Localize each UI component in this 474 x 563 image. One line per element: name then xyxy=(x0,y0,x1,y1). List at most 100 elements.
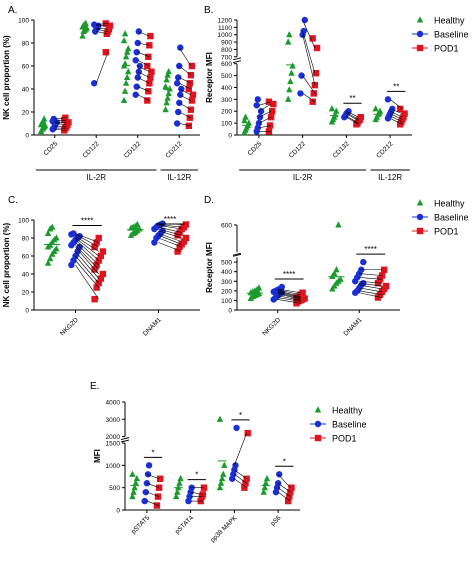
y-tick-label: 0 xyxy=(116,508,120,515)
pod1-point xyxy=(265,98,273,105)
legend-baseline-marker xyxy=(416,30,424,38)
baseline-point xyxy=(175,74,182,81)
pair-line xyxy=(258,101,272,106)
x-tick-label: CD132 xyxy=(332,140,352,160)
y-tick-label: 40 xyxy=(22,272,30,279)
y-tick-label: 100 xyxy=(221,298,232,305)
x-tick-label: CD212 xyxy=(375,140,395,160)
legend-top: Healthy Baseline POD1 xyxy=(412,16,469,54)
pair-line xyxy=(158,225,182,230)
healthy-point xyxy=(130,488,137,495)
pair-line xyxy=(146,491,160,497)
pair-line xyxy=(389,110,403,118)
pod1-point xyxy=(106,22,114,29)
pair-line xyxy=(137,94,150,101)
pair-line xyxy=(54,128,67,131)
healthy-point xyxy=(131,483,138,491)
y-tick-label: 400 xyxy=(221,85,232,92)
pair-line xyxy=(277,491,291,502)
y-tick-label: 300 xyxy=(221,279,232,286)
pair-line xyxy=(359,287,383,293)
legend-pod1-label: POD1 xyxy=(434,227,459,237)
x-tick-label: DNAM1 xyxy=(343,316,364,337)
pair-line xyxy=(54,117,67,120)
pair-line xyxy=(179,77,192,84)
pair-line xyxy=(96,28,108,32)
pod1-point xyxy=(269,108,276,115)
pair-line xyxy=(158,228,182,236)
pair-line xyxy=(277,292,301,299)
healthy-point xyxy=(333,266,340,273)
pair-line xyxy=(96,31,108,35)
pair-line xyxy=(54,125,67,128)
healthy-point xyxy=(44,259,52,266)
pair-line xyxy=(75,239,99,261)
pair-line xyxy=(277,487,291,497)
x-tick-label: CD122 xyxy=(288,140,308,160)
y-tick-label: 500 xyxy=(109,485,120,492)
pair-line xyxy=(389,115,403,123)
baseline-point xyxy=(135,28,142,35)
pod1-point xyxy=(182,221,190,228)
pod1-point xyxy=(188,62,196,70)
y-tick-label: 1200 xyxy=(218,18,233,25)
pod1-point xyxy=(309,35,316,42)
healthy-point xyxy=(163,76,170,83)
baseline-point xyxy=(276,471,283,478)
y-tick-label: 2000 xyxy=(106,434,121,441)
pair-line xyxy=(75,260,99,288)
pair-line xyxy=(390,108,403,114)
legend-healthy-label: Healthy xyxy=(332,406,363,416)
legend-pod1-marker xyxy=(416,227,424,235)
baseline-point xyxy=(132,91,139,98)
baseline-point xyxy=(141,497,148,505)
healthy-point xyxy=(217,479,225,486)
y-tick-label: 1000 xyxy=(218,32,233,39)
pair-line xyxy=(137,71,150,78)
healthy-point xyxy=(123,48,131,55)
x-tick-label: CD132 xyxy=(123,140,143,160)
pair-line xyxy=(346,116,359,125)
pod1-point xyxy=(380,266,388,273)
legend-bottom: Healthy Baseline POD1 xyxy=(310,406,367,444)
y-tick-label: 700 xyxy=(221,54,232,61)
pair-line xyxy=(137,51,150,58)
pod1-point xyxy=(144,62,151,70)
pair-line xyxy=(178,47,192,67)
pair-line xyxy=(179,123,191,127)
pod1-point xyxy=(186,80,194,87)
legend-baseline-label: Baseline xyxy=(434,213,469,223)
baseline-point xyxy=(301,16,309,24)
pair-line xyxy=(179,111,192,119)
healthy-point xyxy=(261,483,268,491)
baseline-point xyxy=(384,96,392,103)
baseline-point xyxy=(173,120,181,127)
healthy-point xyxy=(122,53,130,60)
healthy-point xyxy=(175,483,182,491)
healthy-point xyxy=(176,479,183,486)
legend-pod1-label: POD1 xyxy=(434,44,459,54)
pod1-point xyxy=(185,122,192,129)
healthy-point xyxy=(289,62,296,69)
pair-line xyxy=(277,474,291,488)
panel-label: A. xyxy=(8,5,17,16)
significance-label: **** xyxy=(364,245,376,254)
baseline-point xyxy=(232,462,239,469)
legend-healthy-label: Healthy xyxy=(434,199,465,209)
pod1-point xyxy=(301,295,308,302)
y-tick-label: 500 xyxy=(221,260,232,267)
baseline-point xyxy=(133,83,140,90)
pod1-point xyxy=(153,502,161,509)
significance-label: ** xyxy=(349,94,355,103)
baseline-point xyxy=(233,424,240,432)
legend-baseline-label: Baseline xyxy=(434,30,469,40)
healthy-point xyxy=(121,87,129,94)
panel-label: B. xyxy=(204,5,213,16)
pair-line xyxy=(146,500,160,506)
healthy-point xyxy=(241,117,248,124)
healthy-point xyxy=(286,31,293,38)
healthy-point xyxy=(162,106,169,113)
y-tick-label: 3000 xyxy=(106,417,121,424)
axis-break-mark xyxy=(232,253,242,257)
